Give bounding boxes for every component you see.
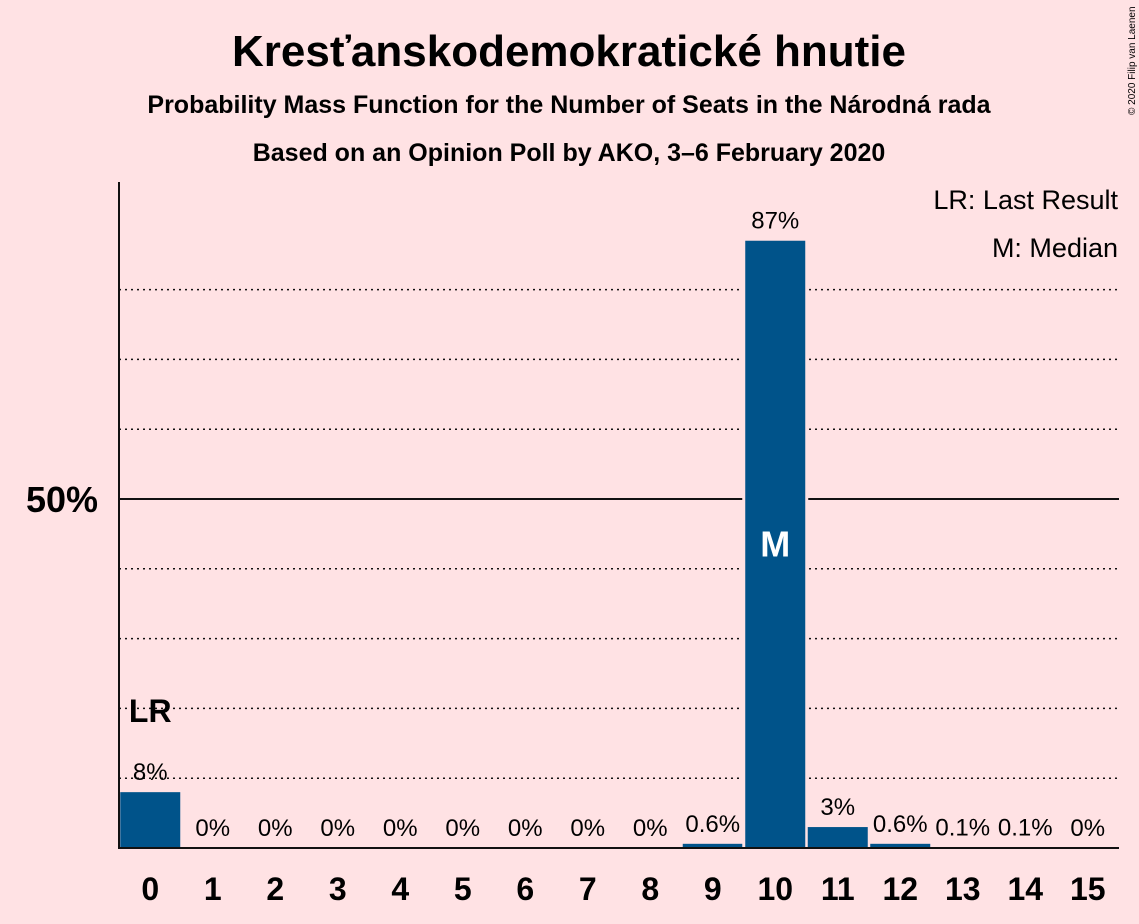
median-marker: M — [760, 523, 790, 564]
x-tick-label: 15 — [1070, 871, 1106, 907]
data-label: 0% — [570, 815, 605, 842]
x-tick-label: 12 — [882, 871, 918, 907]
legend-median: M: Median — [992, 233, 1118, 263]
x-tick-label: 0 — [141, 871, 159, 907]
chart-title: Kresťanskodemokratické hnutie — [232, 27, 906, 76]
x-tick-label: 7 — [579, 871, 597, 907]
data-label: 0% — [320, 815, 355, 842]
y-axis-ticks: 50% — [26, 479, 98, 520]
bar — [807, 827, 868, 848]
x-tick-label: 8 — [641, 871, 659, 907]
chart-subtitle: Probability Mass Function for the Number… — [147, 91, 991, 119]
data-label: 0% — [508, 815, 543, 842]
chart-subtitle-poll: Based on an Opinion Poll by AKO, 3–6 Feb… — [253, 139, 886, 167]
data-label: 0% — [383, 815, 418, 842]
gridlines — [119, 288, 1119, 779]
x-tick-label: 3 — [329, 871, 347, 907]
y-tick-label: 50% — [26, 479, 98, 520]
x-tick-label: 13 — [945, 871, 981, 907]
data-label: 0.1% — [935, 814, 990, 841]
x-tick-label: 5 — [454, 871, 472, 907]
x-tick-label: 14 — [1007, 871, 1043, 907]
x-axis-ticks: 0 1 2 3 4 5 6 7 8 9 10 11 12 13 14 15 — [141, 871, 1105, 907]
data-label: 0.6% — [873, 811, 928, 838]
copyright-notice: © 2020 Filip van Laenen — [1127, 6, 1138, 115]
bars — [120, 237, 1056, 849]
data-label: 0% — [633, 815, 668, 842]
bar — [120, 792, 181, 848]
data-label: 0.1% — [998, 814, 1053, 841]
bar — [682, 843, 743, 848]
x-tick-label: 10 — [757, 871, 793, 907]
data-label: 0% — [445, 815, 480, 842]
data-label: 3% — [820, 794, 855, 821]
data-label: 0% — [1070, 815, 1105, 842]
x-tick-label: 2 — [266, 871, 284, 907]
data-label: 0% — [195, 815, 230, 842]
x-tick-label: 11 — [821, 871, 855, 907]
x-tick-label: 1 — [204, 871, 222, 907]
data-label: 8% — [133, 759, 168, 786]
bar — [745, 240, 806, 849]
data-label: 0% — [258, 815, 293, 842]
legend-last-result: LR: Last Result — [933, 185, 1118, 215]
x-tick-label: 6 — [516, 871, 534, 907]
data-label: 87% — [751, 208, 799, 235]
annotations: LR M — [129, 523, 790, 729]
x-tick-label: 9 — [704, 871, 722, 907]
last-result-marker: LR — [129, 693, 172, 729]
bar — [870, 843, 931, 848]
data-label: 0.6% — [685, 811, 740, 838]
x-tick-label: 4 — [391, 871, 409, 907]
data-labels: 8% 0% 0% 0% 0% 0% 0% 0% 0% 0.6% 87% 3% 0.6% 0.1% 0.1% 0… — [133, 208, 1105, 842]
